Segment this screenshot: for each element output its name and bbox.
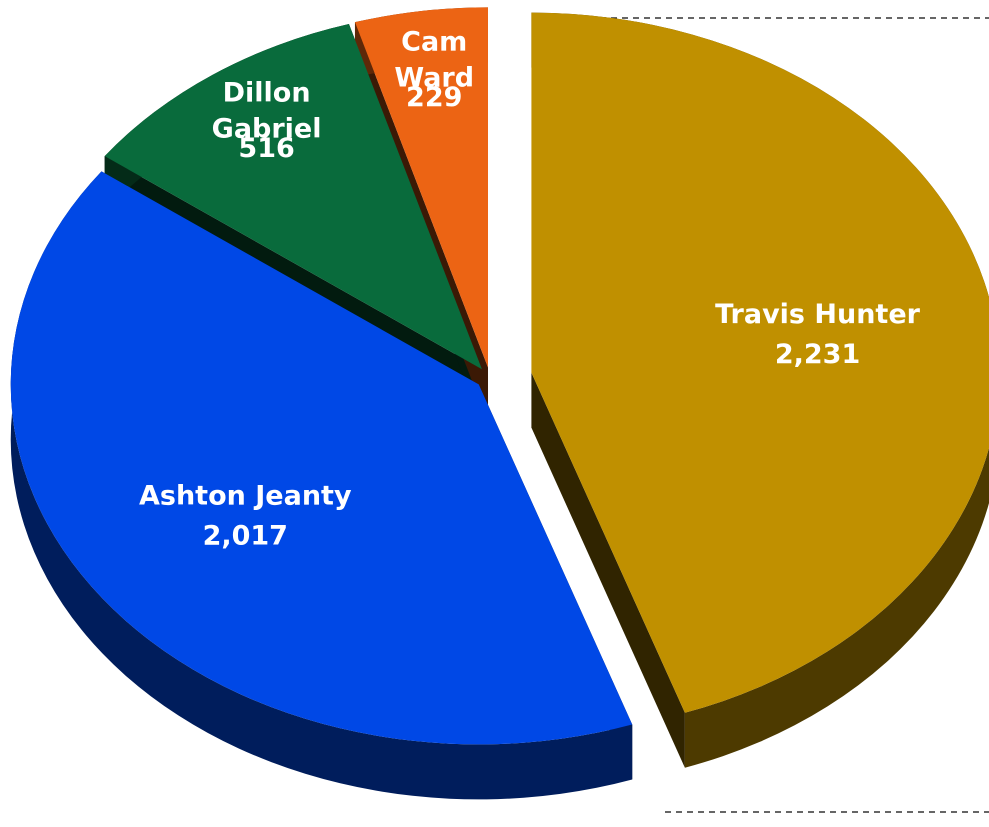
slice-tops (10, 7, 989, 745)
slice-side (531, 12, 989, 768)
value-label: 229 (406, 82, 462, 113)
label-line: Ward (394, 62, 474, 93)
slice-label: Dillon Gabriel (212, 77, 322, 144)
value-label: 516 (238, 133, 294, 164)
value-label: 2,231 (775, 339, 860, 370)
slice-label: Travis Hunter (715, 299, 921, 330)
label-line: Gabriel (212, 113, 322, 144)
slice-label: Cam Ward (394, 26, 474, 93)
slice (531, 12, 989, 713)
slice (354, 7, 488, 368)
slice-face (531, 372, 685, 768)
slice (10, 171, 633, 745)
slice (104, 24, 482, 370)
label-line: Cam (401, 26, 467, 57)
value-label: 2,017 (203, 520, 288, 551)
slice-label: Ashton Jeanty (139, 480, 352, 511)
labels: Travis Hunter 2,231 Ashton Jeanty 2,017 Dill… (139, 26, 921, 552)
label-line: Dillon (223, 77, 311, 108)
